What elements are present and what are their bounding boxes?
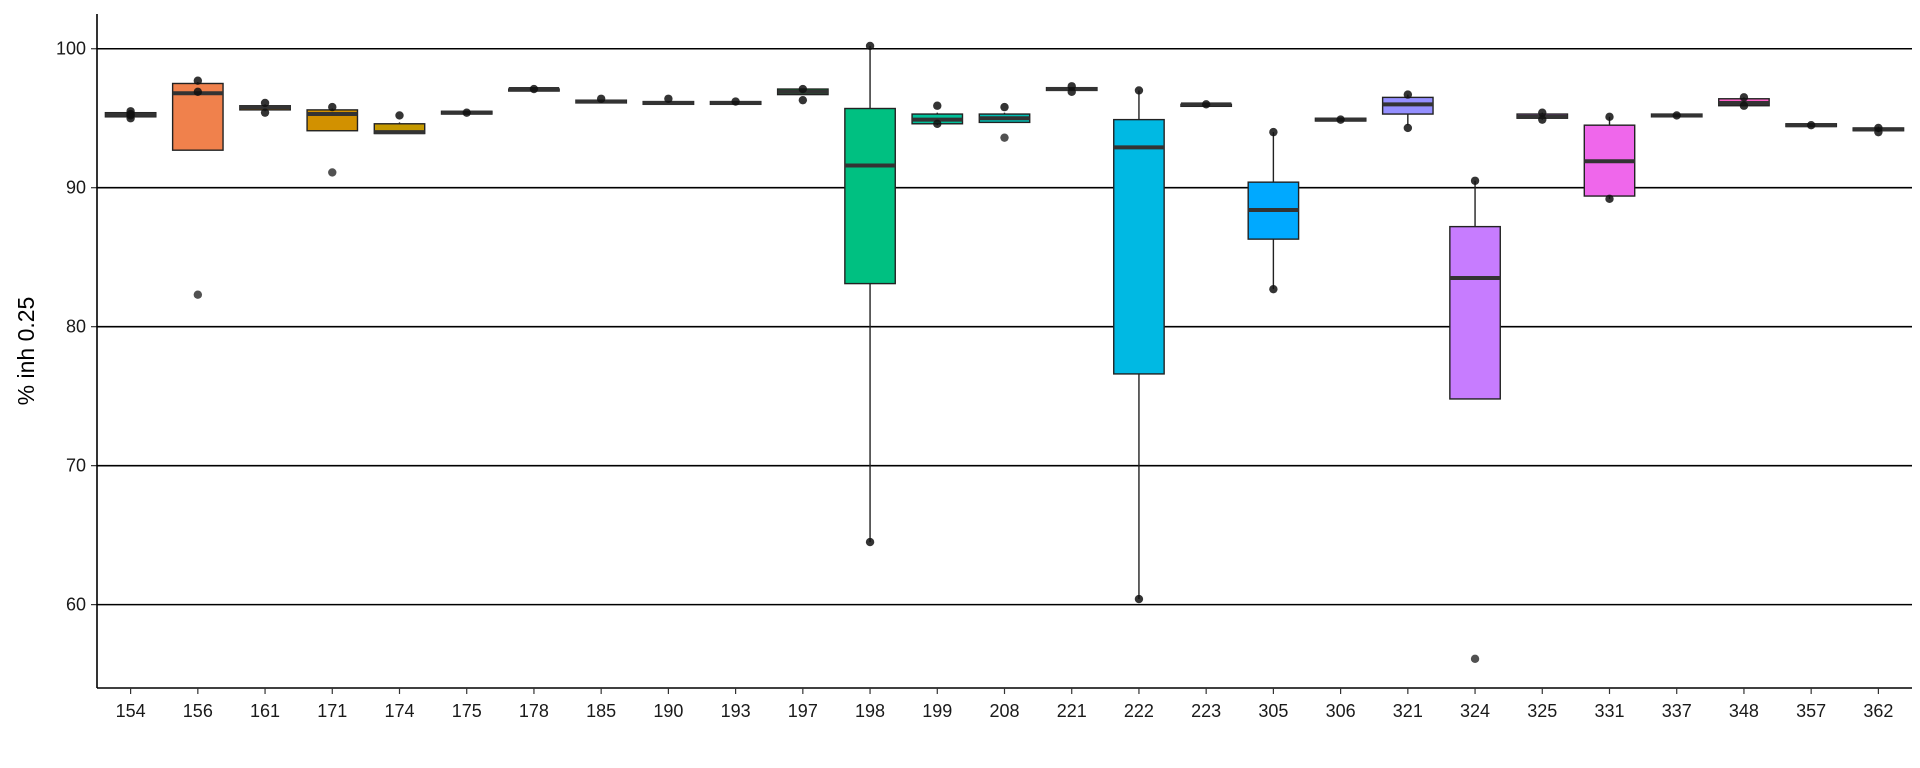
x-tick-label: 321 <box>1393 701 1423 721</box>
data-points <box>126 41 1883 664</box>
data-point <box>193 87 203 97</box>
data-point <box>193 76 203 85</box>
x-tick-label: 193 <box>721 701 751 721</box>
y-axis-title: % inh 0.25 <box>13 297 39 406</box>
y-tick-label: 90 <box>66 178 86 198</box>
data-point <box>1403 90 1413 99</box>
data-point <box>1470 176 1480 185</box>
data-point <box>126 107 135 116</box>
data-point <box>529 84 539 94</box>
box-324 <box>1449 180 1501 400</box>
data-point <box>1269 284 1278 294</box>
data-point <box>1000 102 1009 112</box>
box-body <box>844 107 896 285</box>
data-point <box>865 41 875 51</box>
data-point <box>1605 194 1614 204</box>
data-point <box>1605 112 1614 122</box>
y-tick-label: 60 <box>66 595 86 615</box>
boxes <box>104 45 1905 600</box>
data-point <box>933 119 942 128</box>
data-point <box>1134 86 1144 95</box>
data-point <box>126 114 135 123</box>
box-198 <box>844 45 896 543</box>
box-body <box>1449 225 1501 400</box>
x-tick-label: 348 <box>1729 701 1759 721</box>
y-tick-label: 100 <box>56 39 86 59</box>
box-305 <box>1247 132 1300 290</box>
data-point <box>1874 127 1883 137</box>
x-tick-label: 185 <box>586 701 616 721</box>
x-tick-label: 199 <box>922 701 952 721</box>
data-point <box>1269 127 1278 137</box>
x-tick-label: 306 <box>1326 701 1356 721</box>
data-point <box>1336 115 1345 124</box>
x-tick-label: 198 <box>855 701 885 721</box>
x-tick-label: 175 <box>452 701 482 721</box>
box-body <box>1113 118 1165 375</box>
data-point <box>596 94 606 103</box>
box-331 <box>1583 116 1636 199</box>
data-point <box>462 108 471 117</box>
x-tick-label: 174 <box>384 701 414 721</box>
outlier-point <box>1470 654 1480 664</box>
x-tick-label: 161 <box>250 701 280 721</box>
data-point <box>798 95 808 105</box>
grid-lines <box>97 47 1912 606</box>
y-tick-label: 80 <box>66 317 86 337</box>
data-point <box>1134 594 1144 604</box>
data-point <box>1672 111 1681 120</box>
box-174 <box>373 122 426 135</box>
data-point <box>328 102 337 112</box>
data-point <box>664 94 673 103</box>
x-tick-label: 324 <box>1460 701 1490 721</box>
data-point <box>1538 115 1547 124</box>
x-tick-label: 305 <box>1258 701 1288 721</box>
x-tick-label: 221 <box>1057 701 1087 721</box>
x-tick-label: 190 <box>653 701 683 721</box>
x-tick-label: 156 <box>183 701 213 721</box>
data-point <box>1806 120 1816 130</box>
data-point <box>798 84 808 94</box>
x-tick-label: 325 <box>1527 701 1557 721</box>
x-tick-label: 154 <box>116 701 146 721</box>
data-point <box>1403 123 1413 133</box>
x-tick-label: 171 <box>317 701 347 721</box>
data-point <box>865 537 875 547</box>
x-tick-label: 362 <box>1863 701 1893 721</box>
data-point <box>395 111 404 120</box>
box-222 <box>1113 90 1165 600</box>
outlier-point <box>193 290 203 299</box>
x-tick-label: 222 <box>1124 701 1154 721</box>
x-tick-label: 337 <box>1662 701 1692 721</box>
outlier-point <box>328 168 337 177</box>
data-point <box>1739 93 1749 102</box>
data-point <box>1739 101 1749 110</box>
x-tick-label: 357 <box>1796 701 1826 721</box>
box-321 <box>1381 94 1434 126</box>
x-tick-label: 197 <box>788 701 818 721</box>
tick-labels: 60 70 80 90 100 154 156 161 171 174 175 178 185 190 19… <box>56 39 1893 721</box>
x-tick-label: 178 <box>519 701 549 721</box>
data-point <box>1067 87 1076 97</box>
box-208 <box>978 112 1031 124</box>
data-point <box>260 98 270 108</box>
data-point <box>933 101 942 110</box>
data-point <box>1538 108 1547 117</box>
data-point <box>260 108 270 117</box>
data-point <box>1201 100 1211 109</box>
x-tick-label: 223 <box>1191 701 1221 721</box>
y-tick-label: 70 <box>66 456 86 476</box>
box-171 <box>306 108 359 132</box>
x-tick-label: 208 <box>989 701 1019 721</box>
data-point <box>731 97 740 106</box>
outlier-point <box>1000 133 1009 142</box>
x-tick-label: 331 <box>1594 701 1624 721</box>
axes <box>91 14 1912 694</box>
